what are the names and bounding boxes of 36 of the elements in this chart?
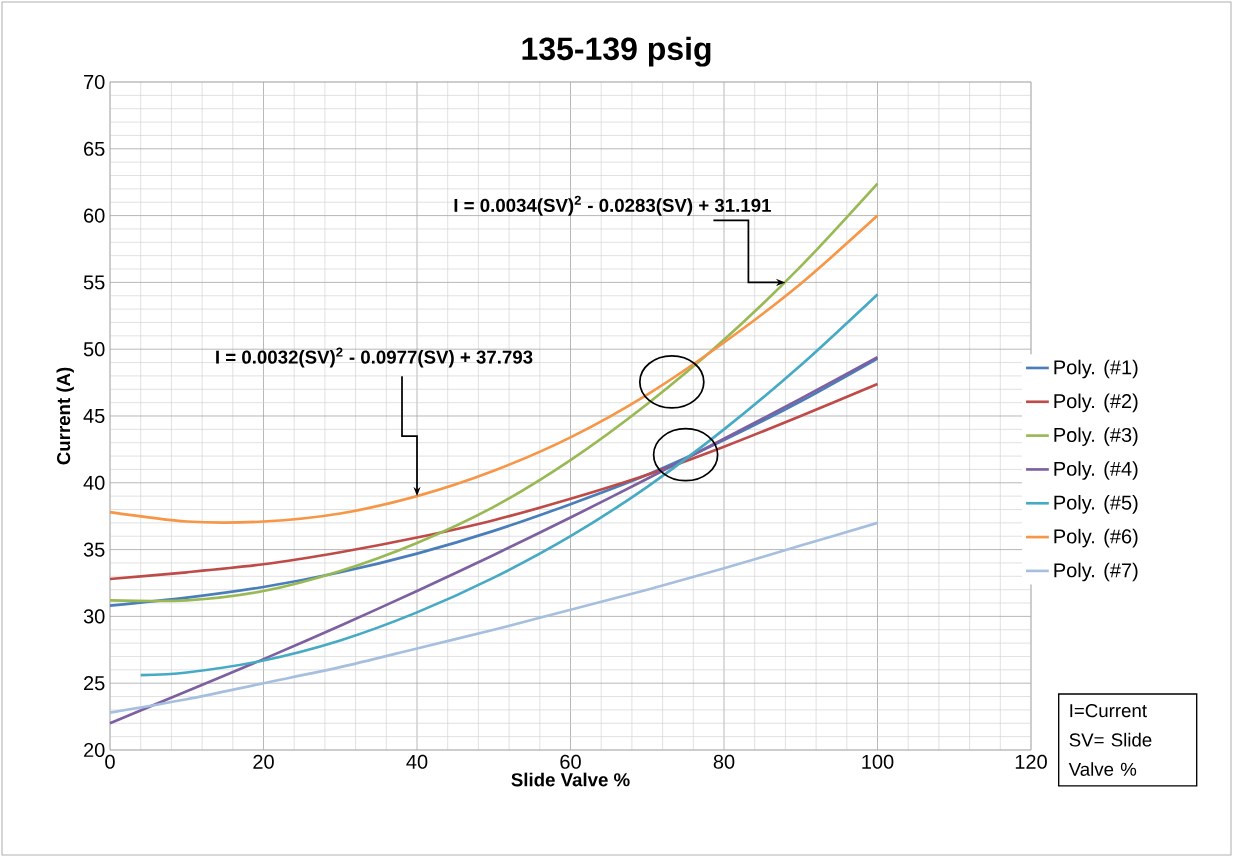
- x-tick-label: 0: [105, 754, 115, 769]
- line-series: [108, 521, 879, 714]
- legend-label: Poly. (#7): [1054, 562, 1138, 582]
- line-series: [139, 293, 879, 677]
- x-tick-label: 100: [862, 754, 894, 769]
- text: I=Current SV= Slide Valve %: [1068, 704, 1152, 776]
- y-axis-title: Current (A): [56, 367, 74, 465]
- annotation: I = 0.0034(SV)$^{2}$ - 0.0283(SV) + 31.191: [454, 195, 771, 216]
- x-tick-label: 120: [1015, 754, 1047, 769]
- legend-label: Poly. (#2): [1054, 393, 1138, 413]
- y-tick-label: 25: [84, 676, 105, 691]
- x-tick-label: 80: [713, 754, 735, 769]
- y-tick-label: 60: [84, 208, 105, 223]
- x-tick-label: 20: [253, 754, 274, 769]
- legend-label: Poly. (#3): [1054, 427, 1138, 446]
- y-tick-label: 20: [84, 742, 105, 758]
- y-tick-label: 30: [83, 609, 105, 624]
- legend-label: Poly. (#1): [1054, 359, 1138, 379]
- legend-label: Poly. (#6): [1054, 528, 1138, 548]
- legend-label: Poly. (#4): [1054, 461, 1138, 480]
- y-tick-label: 55: [83, 275, 105, 290]
- x-tick-label: 40: [406, 754, 428, 769]
- chart-title: 135-139 psig: [522, 36, 711, 67]
- y-tick-label: 35: [83, 542, 105, 557]
- y-tick-label: 40: [83, 475, 105, 490]
- y-tick-label: 50: [83, 342, 105, 357]
- x-axis-title: Slide Valve %: [511, 772, 630, 787]
- line-series: [108, 382, 879, 581]
- x-tick-label: 60: [560, 754, 581, 769]
- y-tick-label: 65: [84, 141, 105, 156]
- y-tick-label: 70: [84, 74, 105, 90]
- line-series: [108, 182, 879, 603]
- annotation: I = 0.0032(SV)$^{2}$ - 0.0977(SV) + 37.793: [216, 347, 533, 368]
- line-series: [108, 214, 879, 524]
- legend-label: Poly. (#5): [1054, 495, 1138, 514]
- y-tick-label: 45: [83, 409, 105, 423]
